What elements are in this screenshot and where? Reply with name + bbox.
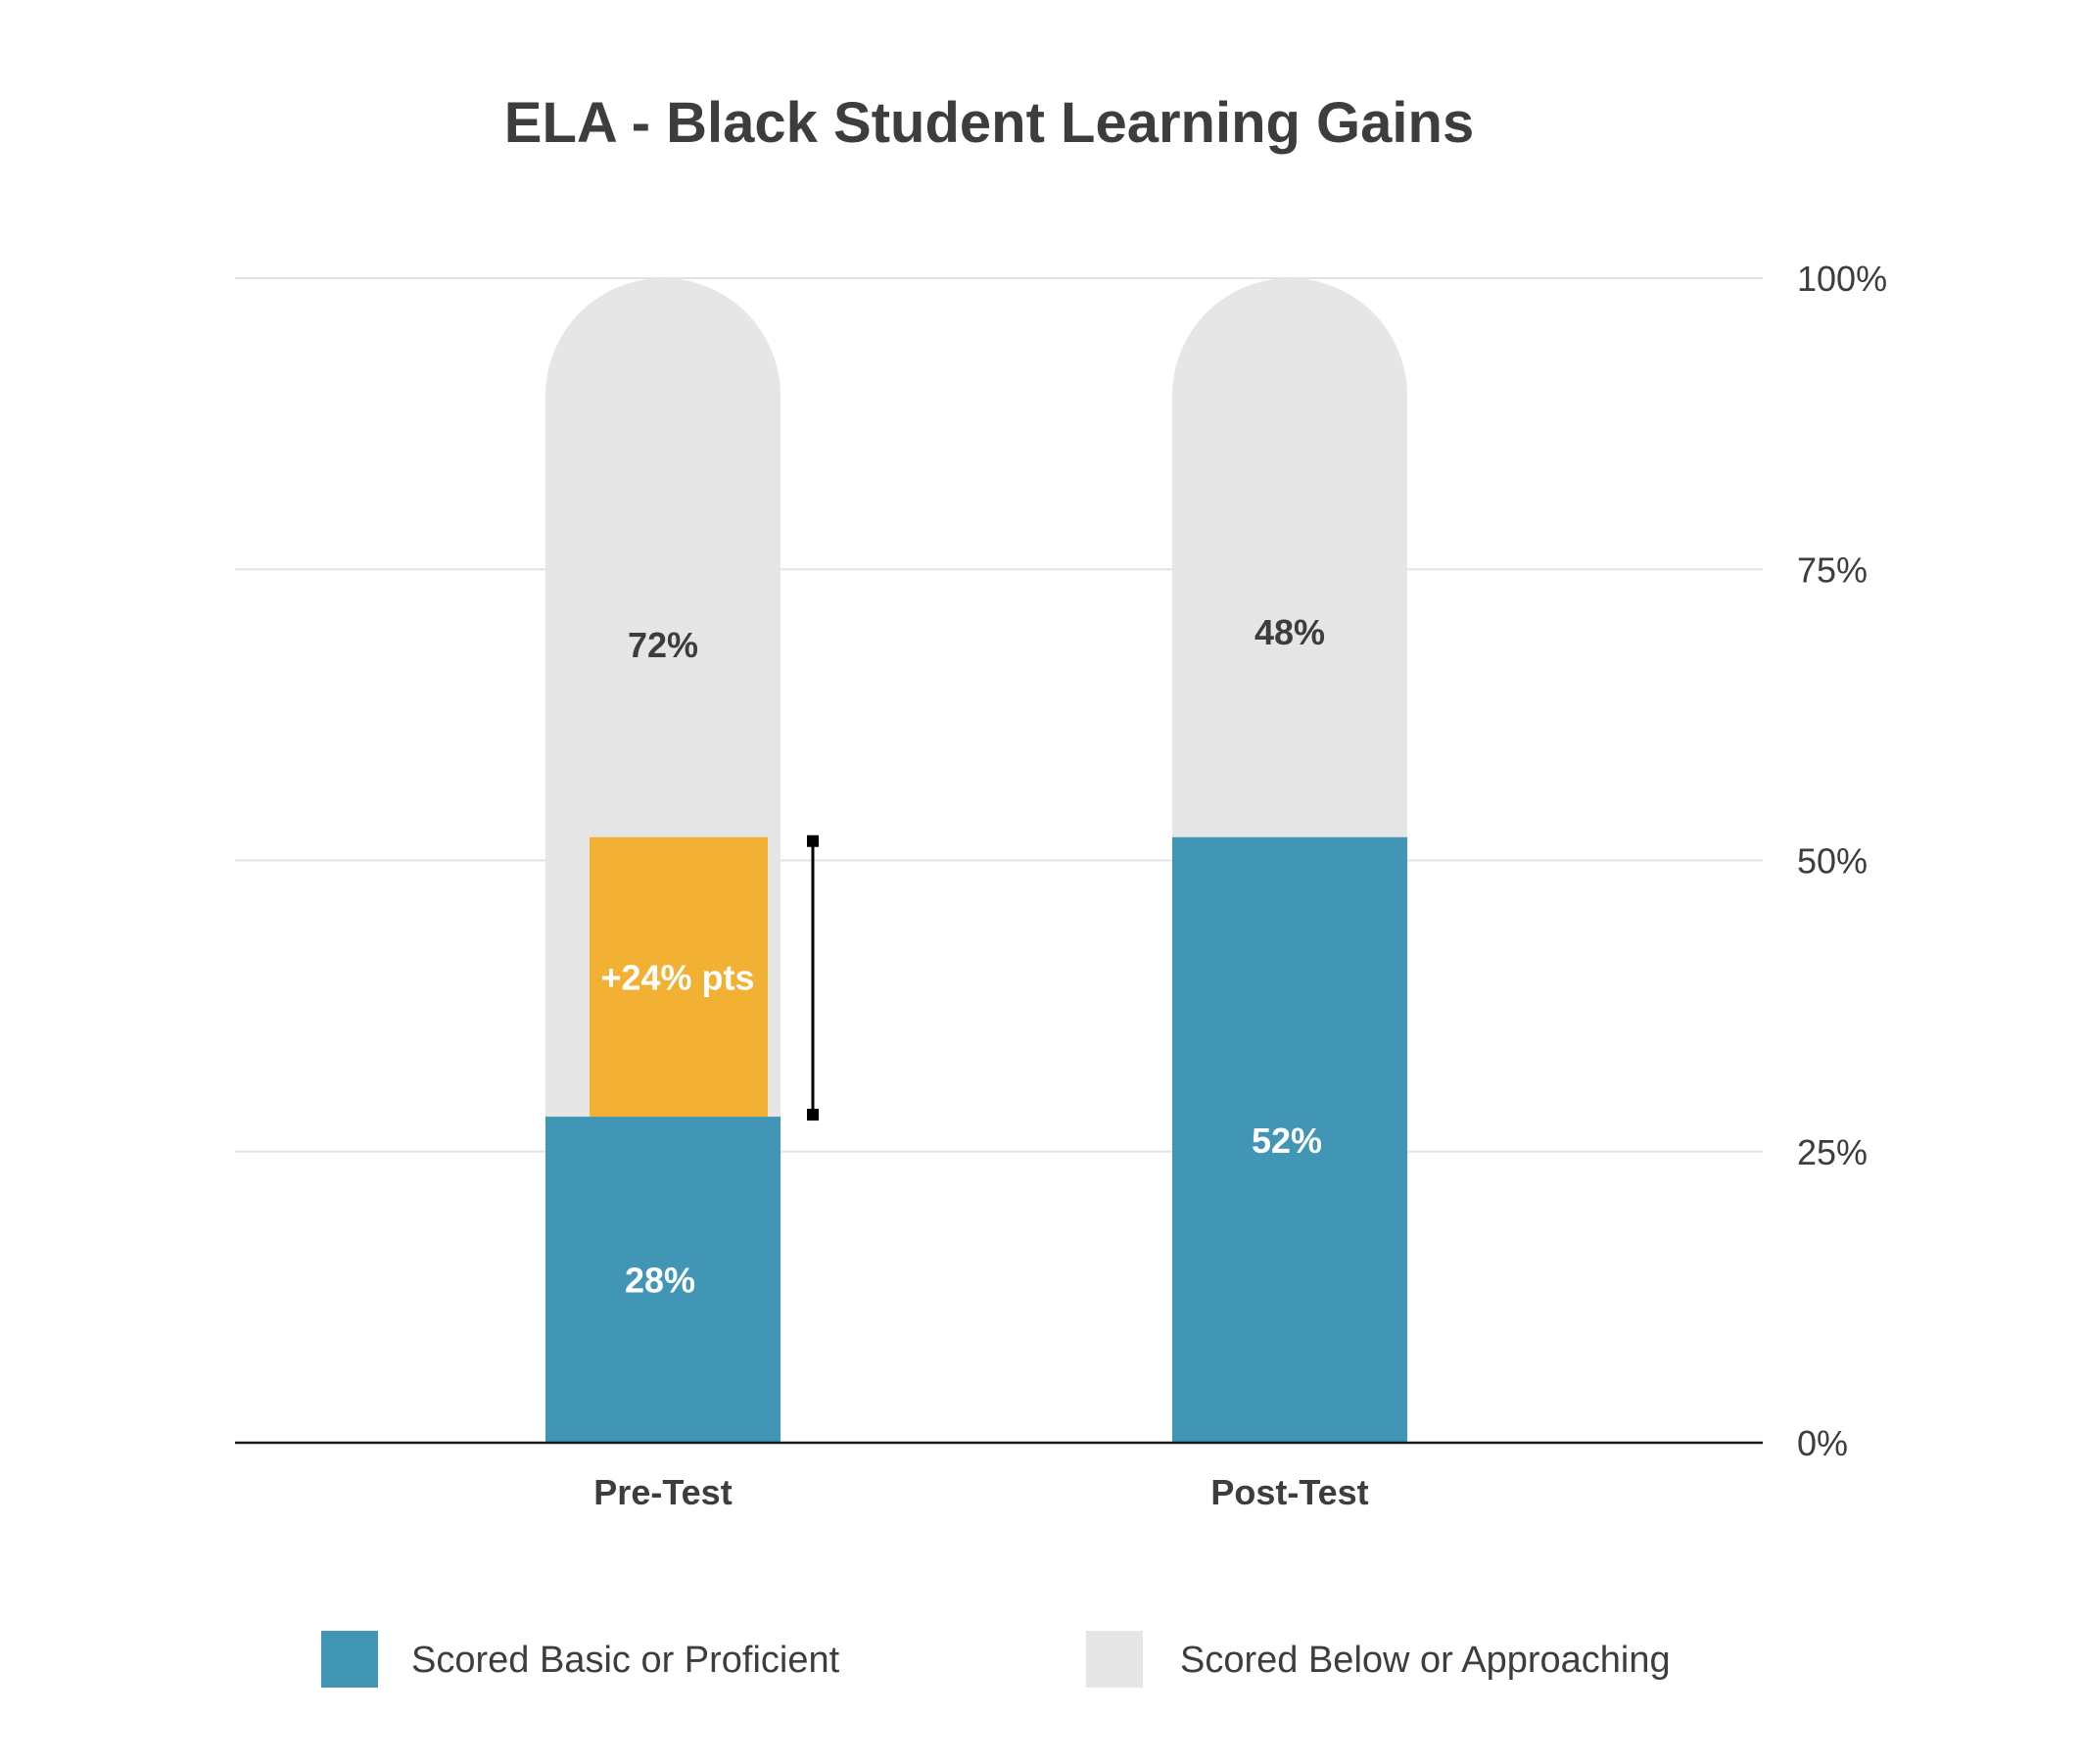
gain-annotation: +24% pts <box>590 834 819 1121</box>
category-labels: Pre-Test Post-Test <box>593 1472 1368 1512</box>
y-tick-label: 0% <box>1797 1423 1848 1463</box>
bar-basic-proficient <box>545 1117 781 1443</box>
gain-bar <box>590 836 768 1118</box>
legend-swatch-basic-proficient <box>321 1631 378 1688</box>
legend-label-basic-proficient: Scored Basic or Proficient <box>411 1640 840 1681</box>
value-label-below-approaching: 72% <box>628 625 698 665</box>
bar-basic-proficient <box>1172 836 1407 1443</box>
legend-swatch-below-approaching <box>1086 1631 1143 1688</box>
y-tick-label: 50% <box>1797 841 1868 882</box>
category-label: Post-Test <box>1210 1472 1368 1512</box>
legend-label-below-approaching: Scored Below or Approaching <box>1180 1640 1671 1681</box>
y-tick-label: 75% <box>1797 549 1868 590</box>
gain-bracket-cap-bottom <box>807 1109 819 1121</box>
value-label-basic-proficient: 28% <box>625 1261 695 1301</box>
gain-label: +24% pts <box>600 957 754 997</box>
bar-below-approaching <box>1172 278 1407 837</box>
grid <box>235 277 1763 1153</box>
value-label-below-approaching: 48% <box>1254 612 1325 652</box>
gain-bracket-cap-top <box>807 834 819 847</box>
category-label: Pre-Test <box>593 1472 732 1512</box>
y-ticks: 0% 25% 50% 75% 100% <box>1797 259 1887 1463</box>
bar-labels: 28% 72% 52% 48% <box>625 612 1325 1301</box>
chart-title: ELA - Black Student Learning Gains <box>504 91 1474 155</box>
legend: Scored Basic or Proficient Scored Below … <box>321 1631 1671 1688</box>
value-label-basic-proficient: 52% <box>1252 1120 1322 1161</box>
y-tick-label: 25% <box>1797 1132 1868 1172</box>
y-tick-label: 100% <box>1797 259 1887 299</box>
